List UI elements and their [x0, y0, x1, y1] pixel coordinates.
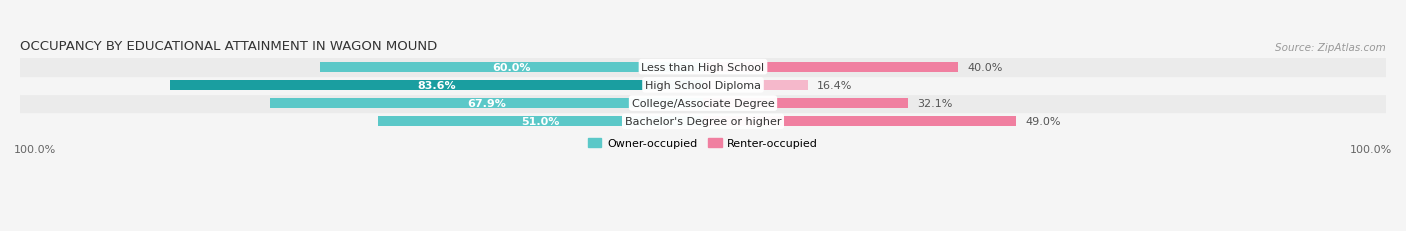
Bar — [703, 99, 908, 109]
Text: Less than High School: Less than High School — [641, 62, 765, 72]
Text: 100.0%: 100.0% — [1350, 144, 1392, 154]
Text: 40.0%: 40.0% — [967, 62, 1002, 72]
Text: 83.6%: 83.6% — [418, 81, 456, 91]
Bar — [321, 62, 703, 72]
Bar — [21, 76, 1385, 94]
Bar — [21, 58, 1385, 76]
Bar — [21, 113, 1385, 131]
Text: Source: ZipAtlas.com: Source: ZipAtlas.com — [1275, 43, 1385, 52]
Text: 67.9%: 67.9% — [467, 99, 506, 109]
Text: High School Diploma: High School Diploma — [645, 81, 761, 91]
Bar — [703, 62, 957, 72]
Text: Bachelor's Degree or higher: Bachelor's Degree or higher — [624, 117, 782, 127]
Text: 100.0%: 100.0% — [14, 144, 56, 154]
Text: 49.0%: 49.0% — [1025, 117, 1060, 127]
Bar — [270, 99, 703, 109]
Legend: Owner-occupied, Renter-occupied: Owner-occupied, Renter-occupied — [583, 134, 823, 153]
Bar — [170, 81, 703, 91]
Text: 16.4%: 16.4% — [817, 81, 852, 91]
Text: College/Associate Degree: College/Associate Degree — [631, 99, 775, 109]
Text: 32.1%: 32.1% — [917, 99, 953, 109]
Bar — [378, 117, 703, 127]
Bar — [703, 81, 807, 91]
Text: 51.0%: 51.0% — [522, 117, 560, 127]
Text: OCCUPANCY BY EDUCATIONAL ATTAINMENT IN WAGON MOUND: OCCUPANCY BY EDUCATIONAL ATTAINMENT IN W… — [21, 40, 437, 52]
Bar — [703, 117, 1015, 127]
Bar — [21, 94, 1385, 113]
Text: 60.0%: 60.0% — [492, 62, 531, 72]
